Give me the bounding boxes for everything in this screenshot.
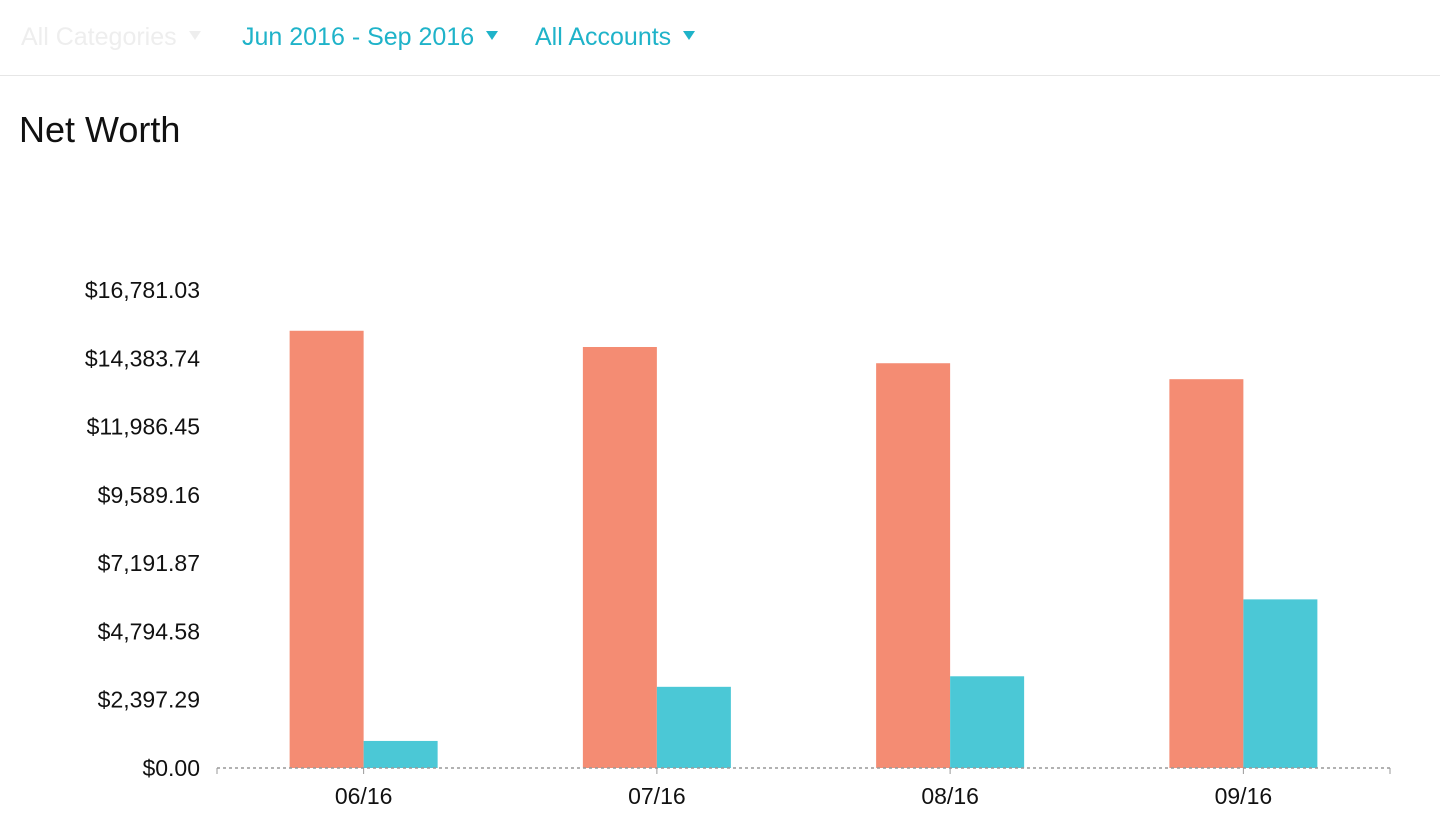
x-tick-label: 07/16 xyxy=(628,783,686,809)
y-tick-label: $9,589.16 xyxy=(98,482,200,508)
date-range-dropdown[interactable]: Jun 2016 - Sep 2016 xyxy=(242,22,499,52)
y-tick-label: $0.00 xyxy=(142,755,200,781)
bar-07-16-series-1[interactable] xyxy=(582,346,657,768)
bar-09-16-series-2[interactable] xyxy=(1243,599,1318,768)
bar-06-16-series-1[interactable] xyxy=(289,330,364,768)
accounts-filter-dropdown[interactable]: All Accounts xyxy=(535,22,696,52)
x-axis-ticks xyxy=(216,768,1391,774)
chevron-down-icon xyxy=(683,30,696,40)
bars xyxy=(289,330,1318,768)
page-title: Net Worth xyxy=(19,109,181,150)
y-tick-label: $7,191.87 xyxy=(98,550,200,576)
chevron-down-icon xyxy=(188,30,201,40)
y-tick-label: $4,794.58 xyxy=(98,618,200,644)
category-filter-dropdown: All Categories xyxy=(21,22,201,52)
accounts-filter-label: All Accounts xyxy=(535,23,672,51)
y-tick-label: $11,986.45 xyxy=(87,414,200,440)
x-tick-label: 09/16 xyxy=(1215,783,1273,809)
x-axis: 06/16 07/16 08/16 09/16 xyxy=(335,783,1272,809)
date-range-label: Jun 2016 - Sep 2016 xyxy=(242,23,475,51)
bar-09-16-series-1[interactable] xyxy=(1169,379,1244,768)
x-tick-label: 06/16 xyxy=(335,783,393,809)
x-tick-label: 08/16 xyxy=(921,783,979,809)
bar-07-16-series-2[interactable] xyxy=(656,686,731,768)
bar-08-16-series-1[interactable] xyxy=(876,363,951,768)
y-tick-label: $2,397.29 xyxy=(98,687,200,713)
y-tick-label: $14,383.74 xyxy=(85,345,200,371)
bar-08-16-series-2[interactable] xyxy=(950,676,1025,768)
y-axis: $0.00 $2,397.29 $4,794.58 $7,191.87 $9,589.1… xyxy=(85,277,200,781)
y-tick-label: $16,781.03 xyxy=(85,277,200,303)
chevron-down-icon xyxy=(486,30,499,40)
filter-bar: All Categories Jun 2016 - Sep 2016 All A… xyxy=(0,0,1440,76)
bar-06-16-series-2[interactable] xyxy=(363,740,438,768)
category-filter-label: All Categories xyxy=(21,23,177,51)
